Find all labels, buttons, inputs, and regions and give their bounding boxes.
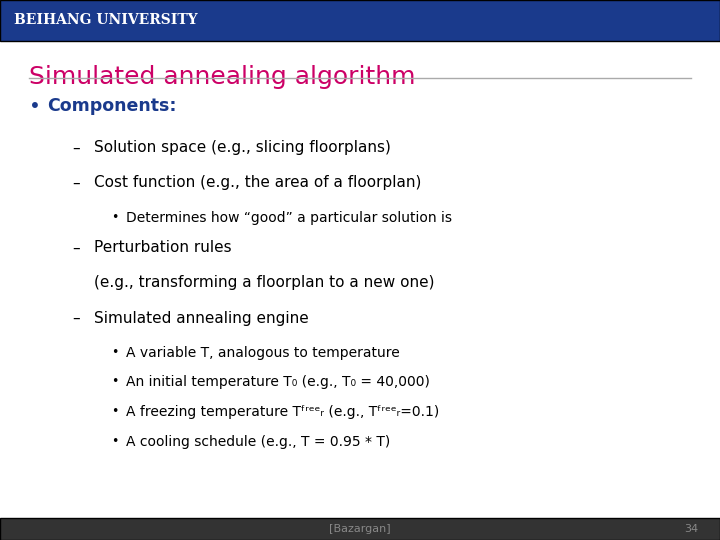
Text: Simulated annealing engine: Simulated annealing engine bbox=[94, 310, 308, 326]
Text: A freezing temperature Tᶠʳᵉᵉᵣ (e.g., Tᶠʳᵉᵉᵣ=0.1): A freezing temperature Tᶠʳᵉᵉᵣ (e.g., Tᶠʳ… bbox=[126, 405, 439, 419]
Text: Components:: Components: bbox=[47, 97, 176, 115]
Text: –: – bbox=[72, 176, 80, 191]
Text: Simulated annealing algorithm: Simulated annealing algorithm bbox=[29, 65, 415, 89]
Text: An initial temperature T₀ (e.g., T₀ = 40,000): An initial temperature T₀ (e.g., T₀ = 40… bbox=[126, 375, 430, 389]
Text: •: • bbox=[112, 375, 119, 388]
Text: A variable T, analogous to temperature: A variable T, analogous to temperature bbox=[126, 346, 400, 360]
Text: [Bazargan]: [Bazargan] bbox=[329, 524, 391, 534]
FancyBboxPatch shape bbox=[0, 518, 720, 540]
Text: •: • bbox=[112, 211, 119, 224]
Text: BEIHANG UNIVERSITY: BEIHANG UNIVERSITY bbox=[14, 14, 198, 27]
Text: Determines how “good” a particular solution is: Determines how “good” a particular solut… bbox=[126, 211, 452, 225]
Text: •: • bbox=[112, 346, 119, 359]
Text: Solution space (e.g., slicing floorplans): Solution space (e.g., slicing floorplans… bbox=[94, 140, 390, 156]
Text: –: – bbox=[72, 240, 80, 255]
Text: •: • bbox=[112, 405, 119, 418]
Text: •: • bbox=[112, 435, 119, 448]
Text: A cooling schedule (e.g., T = 0.95 * T): A cooling schedule (e.g., T = 0.95 * T) bbox=[126, 435, 390, 449]
Text: –: – bbox=[72, 140, 80, 156]
Text: 34: 34 bbox=[684, 524, 698, 534]
Text: –: – bbox=[72, 310, 80, 326]
Text: Cost function (e.g., the area of a floorplan): Cost function (e.g., the area of a floor… bbox=[94, 176, 421, 191]
Text: Perturbation rules: Perturbation rules bbox=[94, 240, 231, 255]
Text: •: • bbox=[29, 97, 40, 116]
Text: (e.g., transforming a floorplan to a new one): (e.g., transforming a floorplan to a new… bbox=[94, 275, 434, 291]
FancyBboxPatch shape bbox=[0, 0, 720, 40]
